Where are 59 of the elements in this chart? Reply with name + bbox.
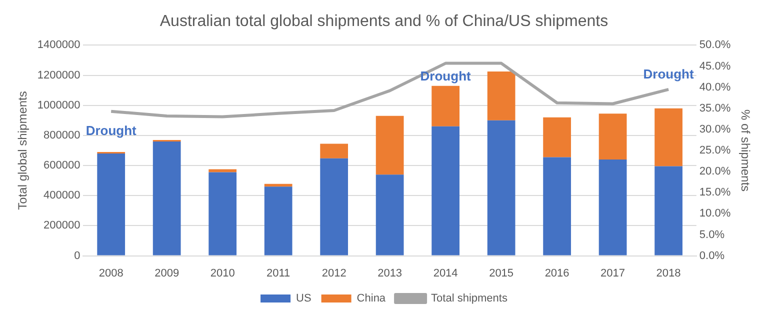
bar [543, 117, 571, 158]
y-tick-label: 0 [74, 250, 80, 262]
y-tick-label: 800000 [44, 129, 80, 142]
y-tick-label: 600000 [44, 160, 80, 172]
bar [487, 72, 516, 120]
y-tick-label: 1000000 [37, 99, 80, 112]
y2-tick-label: 15.0% [699, 186, 731, 199]
bar [487, 120, 516, 256]
y2-tick-label: 20.0% [699, 166, 731, 178]
y2-tick-label: 30.0% [699, 123, 731, 136]
x-tick-label: 2012 [322, 267, 346, 280]
bar [543, 157, 571, 256]
x-tick-label: 2018 [656, 267, 681, 280]
x-tick-label: 2009 [154, 267, 180, 280]
x-tick-label: 2008 [98, 267, 124, 280]
bar [264, 184, 292, 187]
x-tick-label: 2013 [378, 267, 402, 280]
y2-tick-label: 10.0% [699, 208, 731, 220]
bar [208, 169, 237, 172]
bar [320, 158, 348, 256]
x-tick-label: 2014 [433, 267, 458, 280]
bar [376, 116, 404, 175]
y2-tick-label: 25.0% [699, 144, 731, 157]
y-tick-label: 400000 [44, 190, 80, 202]
bar [376, 174, 404, 256]
y2-axis-title: % of shipments [738, 109, 752, 192]
x-tick-label: 2017 [600, 267, 626, 280]
x-tick-label: 2015 [489, 267, 514, 280]
bar [432, 86, 460, 126]
bar [97, 154, 126, 256]
annotation: Drought [420, 68, 472, 84]
y2-tick-label: 45.0% [699, 60, 731, 72]
x-tick-label: 2011 [266, 267, 290, 280]
chart-title: Australian total global shipments and % of China/US shipments [160, 13, 608, 30]
annotation: Drought [86, 123, 138, 138]
bar [654, 166, 682, 256]
y-tick-label: 1400000 [37, 39, 80, 52]
y2-tick-label: 40.0% [699, 81, 731, 94]
y2-tick-label: 50.0% [699, 39, 731, 52]
y2-tick-label: 5.0% [699, 228, 725, 241]
bar [320, 144, 348, 158]
y-tick-label: 1200000 [37, 69, 80, 82]
x-tick-label: 2010 [210, 267, 235, 280]
bar [654, 108, 682, 166]
bar [598, 114, 627, 160]
bar [208, 172, 237, 256]
bar [598, 160, 627, 256]
y2-tick-label: 35.0% [699, 102, 731, 114]
y2-tick-label: 0.0% [699, 250, 725, 262]
bar [152, 141, 181, 256]
annotation: Drought [643, 66, 694, 82]
y-axis-title: Total global shipments [16, 91, 30, 210]
legend-label: China [356, 292, 386, 305]
legend-label: Total shipments [431, 292, 508, 305]
legend-label: US [296, 292, 312, 305]
bar [432, 126, 460, 256]
x-tick-label: 2016 [544, 267, 570, 280]
bar [264, 186, 292, 256]
y-tick-label: 200000 [44, 220, 80, 232]
